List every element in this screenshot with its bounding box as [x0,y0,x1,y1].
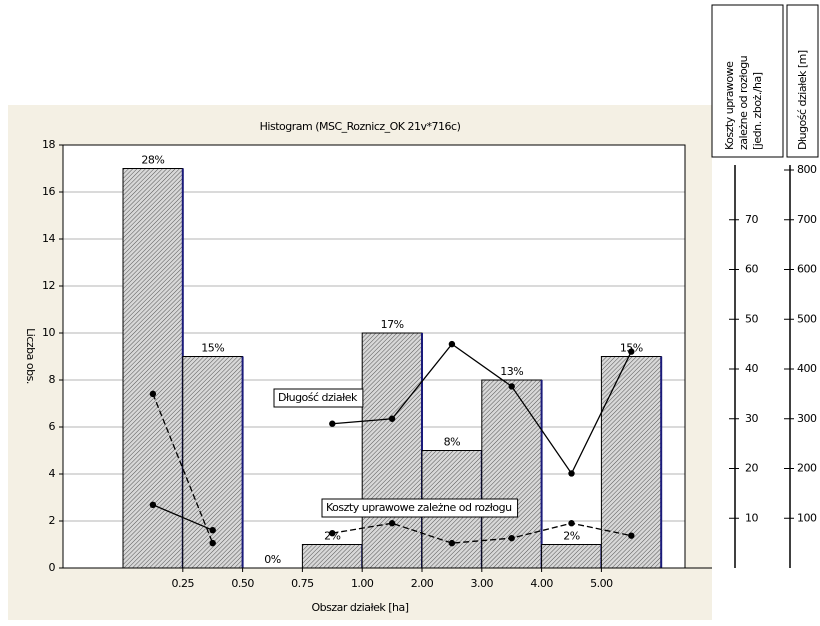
x-tick-label: 0.25 [172,577,195,590]
y-tick-label: 10 [745,511,758,524]
x-tick-label: 0.50 [231,577,254,590]
x-tick-label: 2.00 [411,577,434,590]
x-tick-label: 1.00 [351,577,374,590]
bar [122,168,184,569]
y-tick-label: 400 [797,362,817,375]
y-tick-label: 50 [745,312,758,325]
y-tick-label: 200 [797,462,817,475]
value-label: 0% [264,553,280,566]
y-tick-label: 2 [49,514,56,527]
y-tick-label: 70 [745,213,758,226]
value-label: 2% [563,530,579,543]
y-tick-label: 16 [42,185,55,198]
chart-title: Histogram (MSC_Roznicz_OK 21v*716c) [260,120,461,133]
x-tick-label: 3.00 [471,577,494,590]
y-tick-label: 18 [42,138,55,151]
y-tick-label: 60 [745,263,758,276]
y-tick-label: 100 [797,511,817,524]
y-tick-label: 14 [42,232,55,245]
y-tick-label: 20 [745,462,758,475]
x-tick-label: 4.00 [530,577,553,590]
y3-label-box [786,4,819,158]
series-point [508,534,515,542]
y-tick-label: 12 [42,279,55,292]
series-point [448,539,456,547]
x-tick-label: 0.75 [291,577,314,590]
series-point [448,340,456,348]
series-point [508,383,515,390]
series-point [149,390,157,398]
value-label: 13% [500,365,523,378]
x-tick-label: 5.00 [590,577,613,590]
series-label: Koszty uprawowe zależne od rozłogu [326,501,512,514]
series-point [388,415,396,422]
bar [301,544,363,569]
y3-axis-label: Długość działek [m] [796,50,809,150]
series-point [628,532,635,539]
value-label: 15% [201,342,224,355]
y2-axis-label: zależne od rozłogu [737,56,750,150]
series-point [568,520,575,527]
y-tick-label: 10 [42,326,55,339]
y-tick-label: 300 [797,412,817,425]
y-axis-label: Liczba obs. [24,328,37,384]
value-label: 28% [141,154,164,167]
series-point [209,526,216,534]
y-tick-label: 800 [797,163,817,176]
y-tick-label: 0 [49,561,56,574]
y2-axis-label: Koszty uprawowe [723,61,736,150]
y-tick-label: 500 [797,312,817,325]
y-tick-label: 6 [49,420,56,433]
series-point [628,348,635,355]
y-tick-label: 600 [797,263,817,276]
series-line [332,522,632,544]
series-point [329,420,336,427]
series-label-box [273,388,364,408]
series-point [568,470,575,477]
y-tick-label: 40 [745,362,758,375]
series-point [388,520,396,527]
x-axis-label: Obszar działek [ha] [311,601,408,614]
value-label: 17% [381,318,404,331]
series-line [152,504,213,531]
bar [361,332,423,569]
y-tick-label: 8 [49,373,56,386]
value-label: 8% [444,436,460,449]
y-tick-label: 30 [745,412,758,425]
series-point [209,539,216,547]
series-label: Długość działek [278,391,358,404]
y-tick-label: 700 [797,213,817,226]
y2-label-box [711,4,784,158]
bar [182,356,244,569]
series-point [329,529,336,537]
series-line [332,343,632,475]
series-point [149,501,157,509]
bar [541,544,602,569]
y-tick-label: 4 [49,467,56,480]
y2-axis-label: [jedn. zboż./ha] [751,72,764,150]
value-label: 15% [620,342,643,355]
series-label-box [321,498,519,518]
